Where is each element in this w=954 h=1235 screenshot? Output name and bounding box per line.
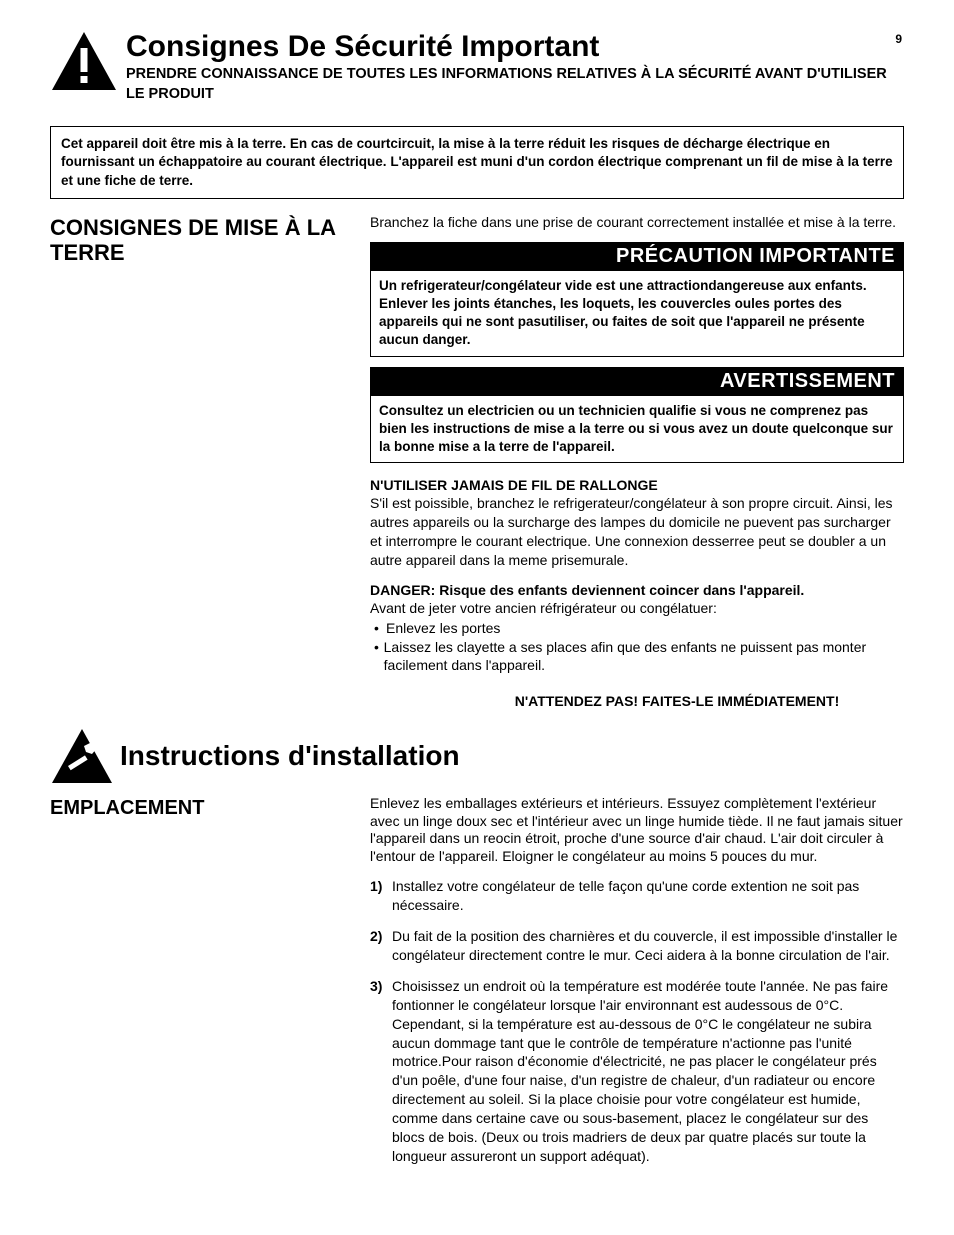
step-text: Du fait de la position des charnières et… [392,927,904,965]
warning-body: Consultez un electricien ou un technicie… [371,396,903,463]
right-column: Enlevez les emballages extérieurs et int… [370,795,904,1165]
safety-header: Consignes De Sécurité Important PRENDRE … [50,30,904,104]
left-column: EMPLACEMENT [50,795,370,1165]
grounding-notice-box: Cet appareil doit être mis à la terre. E… [50,126,904,199]
warning-triangle-icon [50,30,118,92]
bullet-text: Laissez les clayette a ses places afin q… [384,638,904,676]
danger-bold-line: DANGER: Risque des enfants deviennent co… [370,582,904,598]
precaution-body: Un refrigerateur/congélateur vide est un… [371,271,903,356]
header-text-block: Consignes De Sécurité Important PRENDRE … [126,30,904,104]
step-number: 1) [370,877,392,915]
page-title: Consignes De Sécurité Important [126,30,904,63]
precaution-callout: PRÉCAUTION IMPORTANTE Un refrigerateur/c… [370,242,904,357]
list-item: • Enlevez les portes [374,619,904,638]
install-title: Instructions d'installation [120,740,460,772]
bullet-text: Enlevez les portes [386,619,500,638]
warning-callout: AVERTISSEMENT Consultez un electricien o… [370,367,904,464]
warning-title: AVERTISSEMENT [371,368,903,396]
grounding-heading: CONSIGNES DE MISE À LA TERRE [50,215,350,266]
left-column: CONSIGNES DE MISE À LA TERRE [50,213,370,710]
step-text: Choisissez un endroit où la température … [392,977,904,1166]
page-number: 9 [895,32,902,46]
bullet-dot-icon: • [374,638,384,676]
location-heading: EMPLACEMENT [50,797,350,820]
location-intro: Enlevez les emballages extérieurs et int… [370,795,904,865]
grounding-intro-text: Branchez la fiche dans une prise de cour… [370,213,904,232]
grounding-two-col: CONSIGNES DE MISE À LA TERRE Branchez la… [50,213,904,710]
install-header: Instructions d'installation [50,727,904,785]
attention-line: N'ATTENDEZ PAS! FAITES-LE IMMÉDIATEMENT! [450,693,904,709]
manual-page: 9 Consignes De Sécurité Important PRENDR… [0,0,954,1235]
no-extension-heading: N'UTILISER JAMAIS DE FIL DE RALLONGE [370,477,904,493]
location-two-col: EMPLACEMENT Enlevez les emballages extér… [50,795,904,1165]
install-step: 1) Installez votre congélateur de telle … [370,877,904,915]
step-number: 3) [370,977,392,1166]
step-text: Installez votre congélateur de telle faç… [392,877,904,915]
precaution-title: PRÉCAUTION IMPORTANTE [371,243,903,271]
right-column: Branchez la fiche dans une prise de cour… [370,213,904,710]
danger-bullets: • Enlevez les portes • Laissez les claye… [370,619,904,676]
install-step: 2) Du fait de la position des charnières… [370,927,904,965]
page-subtitle: PRENDRE CONNAISSANCE DE TOUTES LES INFOR… [126,65,904,104]
bullet-dot-icon: • [374,619,386,638]
hammer-triangle-icon [50,727,114,785]
install-step: 3) Choisissez un endroit où la températu… [370,977,904,1166]
step-number: 2) [370,927,392,965]
list-item: • Laissez les clayette a ses places afin… [374,638,904,676]
danger-intro: Avant de jeter votre ancien réfrigérateu… [370,599,904,618]
no-extension-body: S'il est poissible, branchez le refriger… [370,494,904,570]
